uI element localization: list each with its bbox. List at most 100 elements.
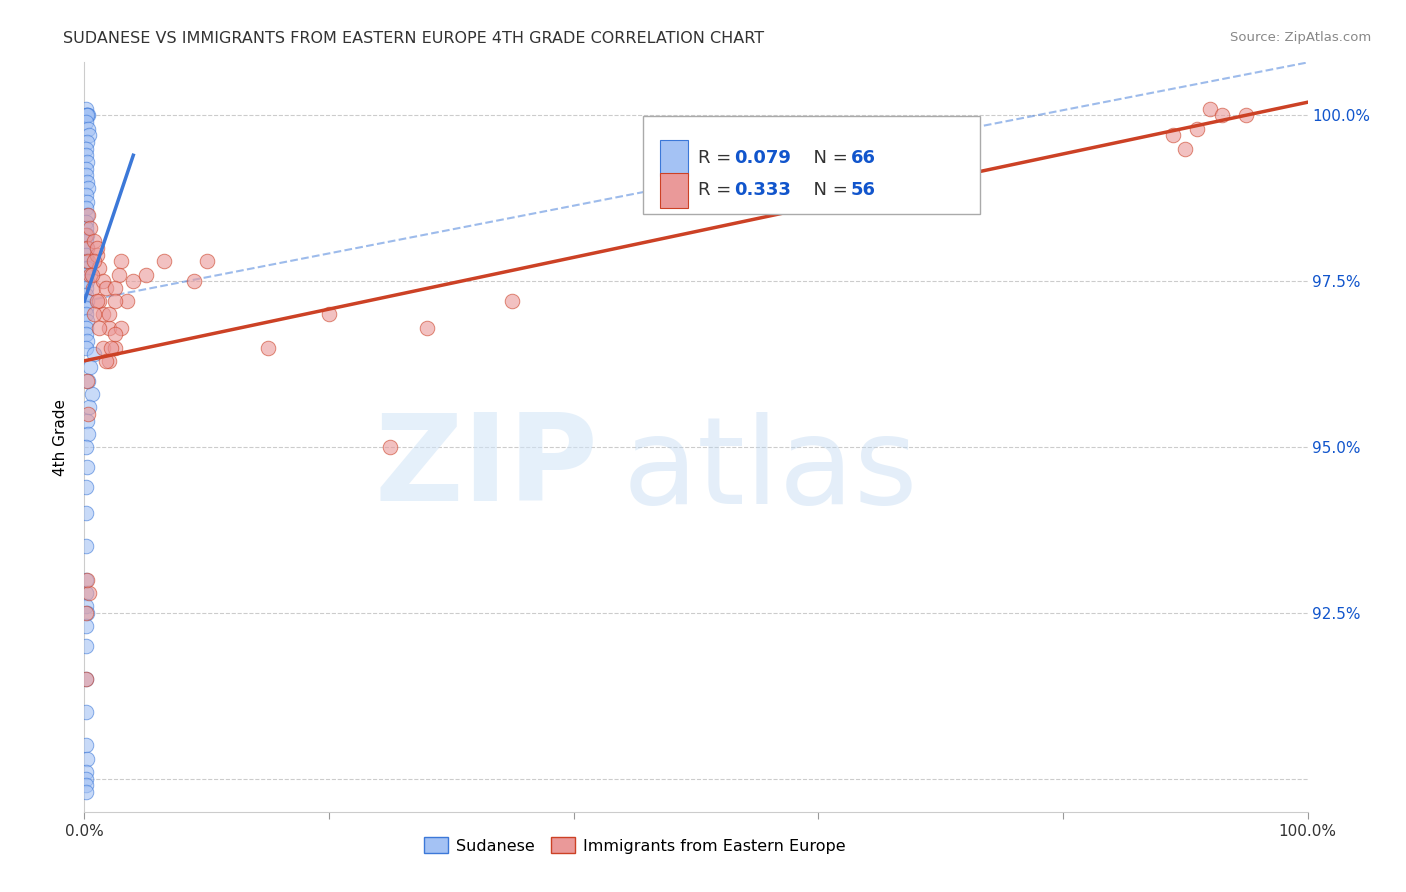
Point: [1161, 128, 1184, 143]
Point: [318, 307, 340, 321]
Point: [104, 341, 127, 355]
Point: [75, 440, 97, 454]
Point: [416, 320, 439, 334]
Point: [76, 334, 98, 348]
Point: [75, 764, 97, 779]
Point: [75, 142, 97, 156]
Point: [83, 254, 105, 268]
Point: [104, 294, 127, 309]
Point: [75, 161, 97, 176]
Point: [75, 320, 97, 334]
Point: [80, 387, 103, 401]
Point: [75, 148, 97, 162]
Text: 66: 66: [851, 149, 876, 167]
Point: [1211, 108, 1233, 122]
Point: [76, 274, 98, 288]
Point: [75, 540, 97, 554]
Point: [79, 221, 101, 235]
Point: [75, 785, 97, 799]
Point: [75, 772, 97, 786]
Point: [77, 374, 100, 388]
Point: [77, 121, 100, 136]
Point: [87, 320, 110, 334]
Point: [75, 214, 97, 228]
Y-axis label: 4th Grade: 4th Grade: [53, 399, 69, 475]
Point: [87, 260, 110, 275]
Point: [75, 327, 97, 342]
Point: [75, 281, 97, 295]
Point: [75, 705, 97, 719]
Point: [1236, 108, 1258, 122]
Point: [75, 480, 97, 494]
Point: [83, 307, 105, 321]
Point: [75, 307, 97, 321]
Point: [77, 254, 100, 268]
Point: [77, 108, 100, 122]
Point: [75, 672, 97, 686]
Legend: Sudanese, Immigrants from Eastern Europe: Sudanese, Immigrants from Eastern Europe: [418, 830, 852, 860]
Text: Source: ZipAtlas.com: Source: ZipAtlas.com: [1230, 31, 1371, 45]
Point: [76, 135, 98, 149]
Point: [502, 294, 524, 309]
Point: [75, 102, 97, 116]
Point: [75, 506, 97, 520]
Text: atlas: atlas: [623, 412, 918, 529]
Point: [82, 281, 104, 295]
Point: [91, 274, 114, 288]
Point: [75, 672, 97, 686]
Point: [83, 235, 105, 249]
Point: [75, 254, 97, 268]
Point: [76, 314, 98, 328]
Point: [107, 268, 129, 282]
Point: [77, 586, 100, 600]
Point: [76, 241, 98, 255]
Point: [76, 606, 98, 620]
Point: [122, 274, 145, 288]
Point: [77, 208, 100, 222]
Point: [104, 327, 127, 342]
Text: N =: N =: [801, 181, 853, 199]
Point: [97, 307, 120, 321]
Point: [1187, 121, 1209, 136]
Point: [75, 778, 97, 792]
Point: [75, 599, 97, 614]
Point: [76, 294, 98, 309]
Point: [1198, 102, 1220, 116]
Point: [75, 108, 97, 122]
Point: [80, 268, 103, 282]
Point: [76, 194, 98, 209]
Point: [83, 347, 105, 361]
Point: [76, 155, 98, 169]
Point: [76, 208, 98, 222]
Point: [75, 248, 97, 262]
Point: [110, 320, 132, 334]
Text: 56: 56: [851, 181, 876, 199]
Point: [75, 606, 97, 620]
Point: [115, 294, 138, 309]
Point: [76, 241, 98, 255]
Point: [75, 573, 97, 587]
Point: [77, 407, 100, 421]
Point: [91, 307, 114, 321]
Point: [75, 221, 97, 235]
Point: [76, 175, 98, 189]
Point: [75, 188, 97, 202]
Text: SUDANESE VS IMMIGRANTS FROM EASTERN EUROPE 4TH GRADE CORRELATION CHART: SUDANESE VS IMMIGRANTS FROM EASTERN EURO…: [63, 31, 765, 46]
Point: [75, 235, 97, 249]
Point: [195, 254, 218, 268]
Text: ZIP: ZIP: [374, 409, 598, 525]
Point: [75, 619, 97, 633]
Point: [1174, 142, 1197, 156]
Point: [76, 260, 98, 275]
Text: 0.333: 0.333: [734, 181, 792, 199]
Point: [77, 401, 100, 415]
Point: [96, 281, 118, 295]
Point: [75, 168, 97, 182]
Point: [76, 374, 98, 388]
Point: [76, 459, 98, 474]
Text: N =: N =: [801, 149, 853, 167]
Point: [183, 274, 205, 288]
Point: [87, 294, 110, 309]
Point: [79, 268, 101, 282]
Point: [104, 281, 127, 295]
